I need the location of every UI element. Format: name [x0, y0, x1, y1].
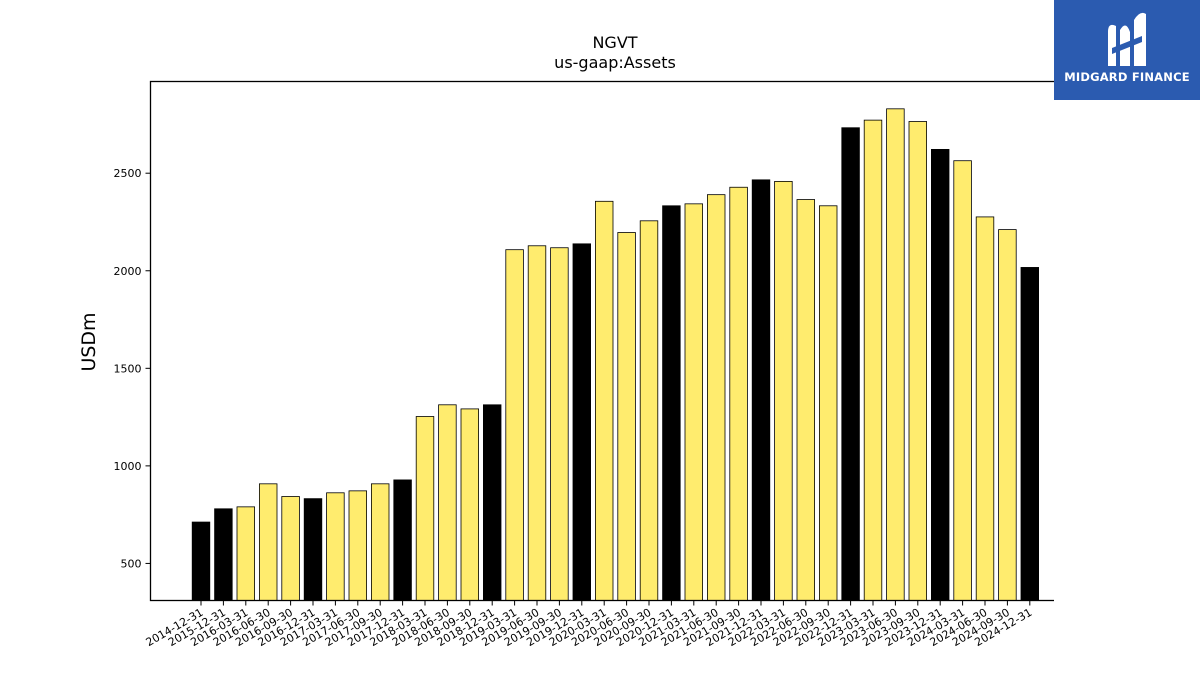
x-axis-ticks: 2014-12-312015-12-312016-03-312016-06-30…	[144, 600, 1034, 649]
midgard-m-logo-icon	[1108, 12, 1146, 67]
bar-2024-06-30	[975, 216, 995, 601]
y-tick-label: 2500	[114, 167, 142, 180]
bar-2020-03-31	[595, 200, 614, 601]
bar-2023-12-31	[931, 148, 950, 601]
y-tick-label: 1500	[114, 362, 142, 375]
y-tick-label: 500	[121, 557, 142, 570]
brand-name: MIDGARD FINANCE	[1064, 70, 1190, 84]
bar-2017-09-30	[370, 483, 390, 601]
bars-layer	[191, 108, 1040, 601]
bar-2016-12-31	[303, 498, 323, 601]
bar-2018-12-31	[482, 404, 502, 601]
chart-subtitle: us-gaap:Assets	[554, 53, 676, 72]
bar-2021-09-30	[729, 186, 748, 601]
bar-2023-06-30	[886, 108, 905, 601]
bar-2018-06-30	[438, 404, 457, 601]
bar-2024-09-30	[998, 229, 1017, 601]
bar-2019-12-31	[572, 243, 592, 601]
y-tick-label: 1000	[114, 460, 142, 473]
assets-bar-chart: NGVT us-gaap:Assets USDm 500 1000 1500 2000…	[78, 33, 1054, 649]
bar-2020-06-30	[617, 232, 636, 601]
bar-2017-12-31	[393, 479, 412, 601]
bar-2016-03-31	[236, 506, 256, 601]
bar-2020-12-31	[662, 205, 681, 601]
bar-2017-03-31	[326, 492, 345, 601]
bar-2017-06-30	[348, 490, 368, 601]
bar-2022-06-30	[796, 199, 816, 601]
bar-2022-09-30	[819, 205, 838, 601]
bar-2014-12-31	[191, 521, 211, 601]
bar-2018-09-30	[460, 408, 480, 601]
bar-2023-09-30	[908, 121, 928, 601]
bar-2021-12-31	[751, 179, 771, 601]
brand-logo: MIDGARD FINANCE	[1054, 0, 1200, 100]
plot-frame	[149, 80, 1054, 602]
y-tick-label: 2000	[114, 265, 142, 278]
chart-title: NGVT	[592, 33, 637, 52]
y-axis-label: USDm	[78, 312, 100, 371]
bar-2018-03-31	[415, 416, 435, 601]
bar-2024-03-31	[953, 160, 972, 601]
bar-2021-03-31	[684, 203, 704, 601]
bar-2023-03-31	[863, 119, 883, 601]
bar-2022-12-31	[841, 127, 860, 601]
bar-2015-12-31	[214, 508, 233, 601]
bar-2024-12-31	[1020, 267, 1040, 601]
bar-2019-03-31	[505, 249, 524, 601]
bar-2016-06-30	[258, 483, 278, 601]
bar-2019-06-30	[527, 245, 547, 601]
bar-2022-03-31	[774, 180, 793, 601]
bar-2016-09-30	[281, 496, 300, 601]
bar-2019-09-30	[550, 247, 569, 601]
bar-2020-09-30	[639, 220, 659, 601]
bar-2021-06-30	[707, 194, 726, 601]
y-axis-ticks: 500 1000 1500 2000 2500	[114, 167, 151, 570]
